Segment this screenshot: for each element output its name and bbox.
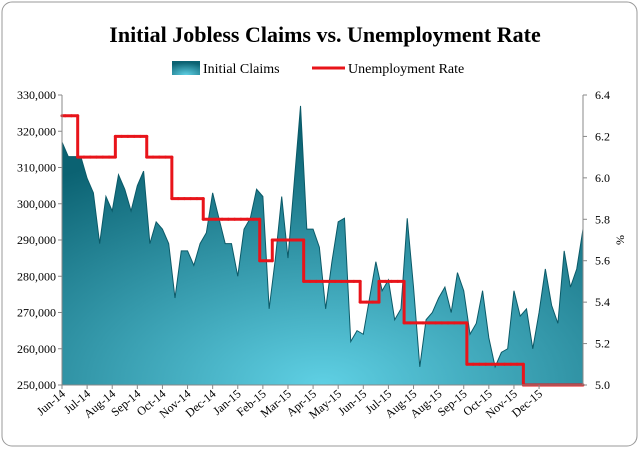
- chart-title: Initial Jobless Claims vs. Unemployment …: [109, 22, 541, 47]
- y2-tick-label: 6.4: [595, 88, 610, 102]
- y2-tick-label: 6.2: [595, 129, 610, 143]
- y-tick-label: 270,000: [17, 306, 56, 320]
- y2-tick-label: 6.0: [595, 171, 610, 185]
- legend-label: Unemployment Rate: [348, 62, 464, 77]
- y2-axis-label: %: [613, 235, 627, 245]
- y2-tick-label: 5.8: [595, 212, 610, 226]
- y-tick-label: 260,000: [17, 342, 56, 356]
- y-tick-label: 310,000: [17, 161, 56, 175]
- y-tick-label: 290,000: [17, 233, 56, 247]
- legend-swatch: [172, 61, 200, 75]
- y-tick-label: 280,000: [17, 269, 56, 283]
- y2-tick-label: 5.0: [595, 378, 610, 392]
- y-tick-label: 300,000: [17, 197, 56, 211]
- y2-tick-label: 5.6: [595, 254, 610, 268]
- y-tick-label: 330,000: [17, 88, 56, 102]
- claims-area: [61, 105, 584, 386]
- legend-label: Initial Claims: [203, 62, 280, 77]
- y2-tick-label: 5.2: [595, 337, 610, 351]
- y2-tick-label: 5.4: [595, 295, 610, 309]
- y-tick-label: 320,000: [17, 124, 56, 138]
- y-tick-label: 250,000: [17, 378, 56, 392]
